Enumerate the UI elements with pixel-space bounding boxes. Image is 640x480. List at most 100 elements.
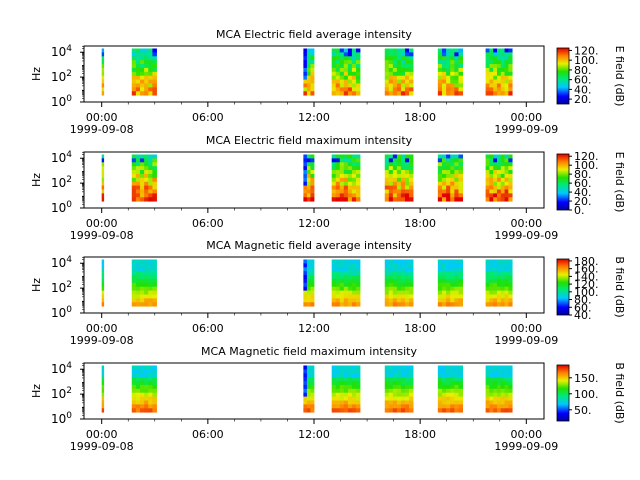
colorbar-gradient [556,153,570,211]
panel-title: MCA Electric field average intensity [216,28,412,41]
colorbar-label: B field (dB) [613,256,626,317]
x-tick-label: 06:00 [192,322,224,335]
x-tick-date: 1999-09-09 [494,440,558,453]
colorbar-tick-label: 140. [574,270,599,283]
panel-title: MCA Magnetic field average intensity [206,239,412,252]
x-tick-label: 18:00 [404,111,436,124]
x-tick-label: 06:00 [192,217,224,230]
colorbar-tick-label: 120. [574,44,599,57]
panel-3: MCA Magnetic field average intensity 100 1… [30,239,626,347]
colorbar-tick-label: 80. [574,64,592,77]
x-tick-label: 00:00 [86,322,118,335]
colorbar-tick-label: 60. [574,301,592,314]
panel-1: MCA Electric field average intensity 100 1… [30,28,626,136]
x-tick-label: 12:00 [298,217,330,230]
x-tick-label: 18:00 [404,322,436,335]
data-segment [485,48,513,96]
x-tick-label: 00:00 [510,322,542,335]
colorbar: 20.40.60.80.100.120. E field (dB) [556,44,626,107]
colorbar-tick-label: 0. [574,204,585,217]
data-segment [485,154,513,202]
data-segment [331,365,361,413]
data-segment [485,259,513,307]
data-segment [131,154,157,202]
colorbar-tick-label: 60. [574,74,592,87]
x-tick-label: 12:00 [298,322,330,335]
data-segment [437,259,464,307]
colorbar: 50. 100. 150. B field (dB) [556,362,626,424]
colorbar-label: E field (dB) [613,46,626,107]
colorbar-label: E field (dB) [613,152,626,213]
y-tick-label: 104 [51,361,72,376]
colorbar-tick-label: 150. [574,372,599,385]
x-tick-label: 06:00 [192,428,224,441]
y-tick-label: 102 [51,280,72,295]
colorbar-tick-label: 100. [574,286,599,299]
x-tick-date: 1999-09-08 [70,440,134,453]
data-segment [485,365,513,413]
colorbar-tick-label: 40. [574,186,592,199]
colorbar-gradient [556,258,570,316]
colorbar-tick-label: 180. [574,255,599,268]
colorbar-gradient [556,364,570,422]
y-tick-label: 102 [51,69,72,84]
colorbar-tick-label: 20. [574,195,592,208]
y-axis-label: Hz [30,173,43,187]
data-segment [384,48,414,96]
data-segment [101,154,105,202]
x-tick-label: 00:00 [510,111,542,124]
x-tick-date: 1999-09-09 [494,229,558,242]
y-tick-label: 102 [51,175,72,190]
colorbar-tick-label: 60. [574,177,592,190]
data-segment [303,365,315,413]
colorbar-tick-label: 120. [574,278,599,291]
x-tick-date: 1999-09-08 [70,334,134,347]
colorbar: 40.60.80.100.120.140.160.180. B field (dB… [556,255,626,322]
x-tick-label: 00:00 [510,217,542,230]
y-axis-label: Hz [30,278,43,292]
data-segment [437,48,464,96]
y-tick-label: 102 [51,386,72,401]
x-tick-date: 1999-09-08 [70,123,134,136]
panel-title: MCA Electric field maximum intensity [206,134,413,147]
data-segment [131,259,157,307]
y-tick-label: 100 [51,94,72,109]
colorbar-label: B field (dB) [613,362,626,423]
x-tick-label: 06:00 [192,111,224,124]
x-tick-label: 18:00 [404,428,436,441]
data-segment [384,154,414,202]
data-segment [303,48,315,96]
colorbar-tick-label: 80. [574,168,592,181]
x-tick-label: 00:00 [86,111,118,124]
colorbar-tick-label: 80. [574,294,592,307]
y-tick-label: 104 [51,44,72,59]
data-segment [131,48,157,96]
colorbar-tick-label: 100. [574,388,599,401]
x-tick-label: 12:00 [298,111,330,124]
data-segment [437,154,464,202]
data-segment [331,259,361,307]
colorbar-tick-label: 100. [574,159,599,172]
colorbar: 0.20.40.60.80.100.120. E field (dB) [556,150,626,217]
y-axis-label: Hz [30,384,43,398]
colorbar-tick-label: 120. [574,150,599,163]
data-segment [303,154,315,202]
y-tick-label: 100 [51,411,72,426]
data-segment [101,259,105,307]
x-tick-date: 1999-09-09 [494,123,558,136]
x-tick-label: 00:00 [86,217,118,230]
colorbar-tick-label: 40. [574,309,592,322]
colorbar-gradient [556,47,570,105]
x-tick-label: 18:00 [404,217,436,230]
data-segment [101,365,105,413]
x-tick-label: 00:00 [510,428,542,441]
colorbar-tick-label: 160. [574,263,599,276]
data-segment [331,154,361,202]
x-tick-date: 1999-09-09 [494,334,558,347]
data-segment [331,48,361,96]
y-tick-label: 100 [51,305,72,320]
data-segment [384,365,414,413]
colorbar-tick-label: 100. [574,54,599,67]
data-segment [437,365,464,413]
